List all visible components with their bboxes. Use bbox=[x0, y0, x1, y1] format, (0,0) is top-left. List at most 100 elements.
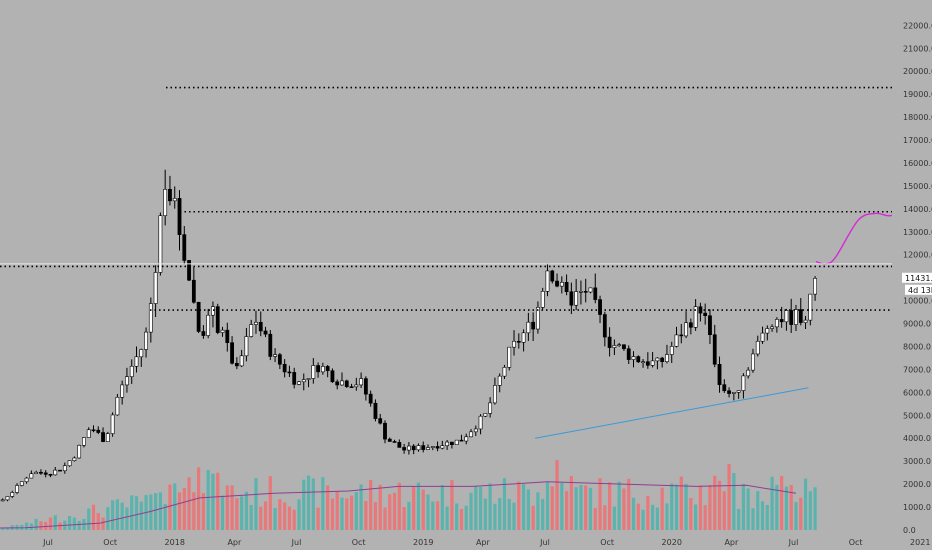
candle-down bbox=[622, 344, 626, 350]
candle-down bbox=[717, 363, 722, 385]
volume-bar bbox=[459, 509, 464, 530]
volume-bar bbox=[526, 489, 530, 530]
volume-bar bbox=[249, 504, 253, 530]
volume-bar bbox=[58, 522, 62, 530]
volume-bar bbox=[474, 485, 478, 530]
volume-bar bbox=[316, 507, 320, 530]
price-axis-background[interactable] bbox=[892, 0, 932, 536]
y-tick-label: 14000.0 bbox=[903, 205, 932, 214]
candle-down bbox=[48, 474, 53, 476]
volume-bar bbox=[665, 503, 669, 530]
candle-down bbox=[325, 366, 330, 372]
candle-up bbox=[473, 428, 478, 433]
volume-bar bbox=[455, 503, 459, 530]
volume-bar bbox=[53, 515, 57, 530]
candle-up bbox=[340, 380, 344, 386]
volume-bar bbox=[799, 497, 803, 530]
y-tick-label: 9000.0 bbox=[903, 320, 931, 329]
candle-up bbox=[15, 485, 19, 493]
x-tick-label: Jul bbox=[291, 538, 302, 547]
candle-up bbox=[5, 496, 10, 501]
volume-bar bbox=[674, 484, 679, 530]
candle-up bbox=[320, 366, 325, 373]
y-tick-label: 12000.0 bbox=[903, 251, 932, 260]
x-tick-label: Apr bbox=[227, 538, 242, 547]
volume-bar bbox=[330, 498, 335, 530]
time-axis[interactable]: AprJulOct2018AprJulOct2019AprJulOct2020A… bbox=[0, 538, 932, 547]
candle-up bbox=[693, 306, 698, 328]
volume-bar bbox=[684, 483, 688, 530]
candle-up bbox=[120, 384, 125, 398]
x-tick-label: 2021 bbox=[910, 538, 930, 547]
candle-down bbox=[287, 371, 292, 374]
volume-bar bbox=[168, 484, 172, 530]
candle-up bbox=[306, 378, 311, 380]
candle-up bbox=[741, 375, 746, 391]
candlesticks bbox=[0, 169, 817, 502]
candle-up bbox=[497, 375, 502, 386]
candle-down bbox=[703, 312, 708, 317]
candle-down bbox=[645, 361, 650, 366]
candle-down bbox=[234, 362, 239, 367]
candle-down bbox=[201, 331, 206, 336]
volume-bar bbox=[340, 497, 344, 530]
x-tick-label: Oct bbox=[352, 538, 366, 547]
y-tick-label: 21000.0 bbox=[903, 44, 932, 53]
candle-down bbox=[363, 378, 368, 395]
candle-up bbox=[416, 445, 421, 451]
volume-bar bbox=[603, 505, 607, 530]
candle-down bbox=[349, 386, 354, 388]
candle-up bbox=[770, 326, 774, 329]
candle-up bbox=[34, 471, 39, 475]
volume-bar bbox=[139, 501, 143, 530]
volume-bar bbox=[521, 483, 526, 530]
candle-up bbox=[526, 321, 531, 334]
volume-bar bbox=[741, 483, 746, 530]
y-tick-label: 18000.0 bbox=[903, 113, 932, 122]
volume-bar bbox=[593, 507, 597, 530]
volume-bar bbox=[564, 490, 569, 530]
candle-down bbox=[282, 363, 287, 373]
volume-bar bbox=[478, 486, 483, 530]
y-tick-label: 5000.0 bbox=[903, 411, 931, 420]
candle-up bbox=[746, 369, 751, 377]
candle-down bbox=[277, 354, 282, 365]
volume-bar bbox=[698, 485, 703, 530]
candle-up bbox=[641, 361, 645, 364]
candle-down bbox=[798, 309, 803, 323]
candle-down bbox=[411, 445, 416, 451]
candle-up bbox=[784, 310, 789, 323]
volume-bar bbox=[751, 508, 755, 530]
candle-up bbox=[301, 379, 306, 383]
volume-bar bbox=[770, 476, 774, 530]
x-tick-label: Oct bbox=[103, 538, 117, 547]
y-tick-label: 1000.0 bbox=[903, 503, 931, 512]
candle-up bbox=[115, 397, 120, 416]
candle-down bbox=[215, 306, 220, 333]
candle-down bbox=[679, 334, 684, 337]
volume-bar bbox=[163, 503, 167, 530]
candle-down bbox=[459, 439, 464, 442]
candle-up bbox=[254, 321, 258, 325]
y-tick-label: 2000.0 bbox=[903, 480, 931, 489]
volume-bar bbox=[111, 500, 115, 530]
y-tick-label: 0.0 bbox=[903, 526, 916, 535]
x-tick-label: Oct bbox=[600, 538, 614, 547]
candle-down bbox=[727, 390, 731, 394]
y-tick-label: 20000.0 bbox=[903, 67, 932, 76]
volume-bar bbox=[240, 496, 244, 530]
candle-up bbox=[454, 439, 459, 445]
x-tick-label: Oct bbox=[849, 538, 863, 547]
candle-down bbox=[569, 291, 574, 306]
volume-bar bbox=[655, 507, 659, 530]
volume-bar bbox=[268, 476, 272, 530]
candle-down bbox=[555, 280, 559, 287]
candle-up bbox=[755, 340, 760, 355]
candle-up bbox=[469, 431, 473, 438]
candle-up bbox=[206, 314, 211, 336]
x-tick-label: Jul bbox=[539, 538, 550, 547]
volume-bar bbox=[813, 487, 817, 530]
volume-bar bbox=[192, 492, 196, 530]
volume-bar bbox=[364, 501, 368, 530]
